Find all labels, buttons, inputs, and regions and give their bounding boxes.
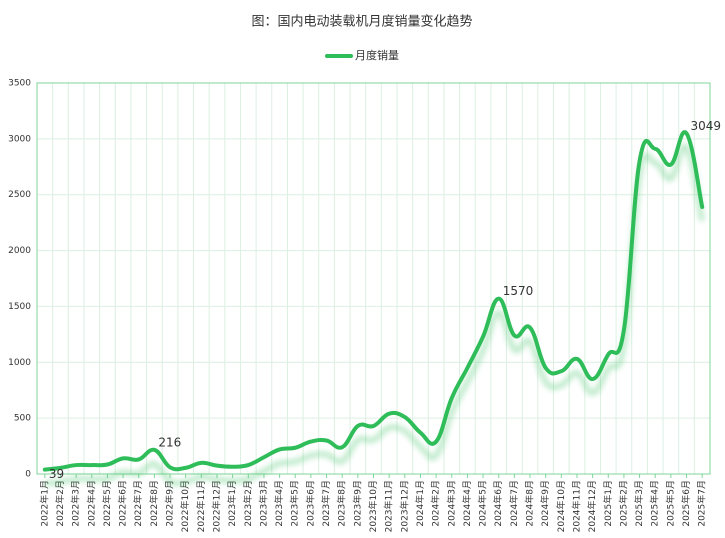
x-tick-label: 2023年3月 xyxy=(257,480,269,527)
x-tick-label: 2024年10月 xyxy=(555,480,567,532)
x-tick-label: 2024年1月 xyxy=(414,480,426,527)
x-tick-label: 2023年7月 xyxy=(320,480,332,527)
value-label: 1570 xyxy=(503,284,534,298)
x-tick-label: 2023年6月 xyxy=(304,480,316,527)
legend-label: 月度销量 xyxy=(355,48,399,62)
x-tick-label: 2022年12月 xyxy=(210,480,222,532)
x-tick-label: 2022年3月 xyxy=(70,480,82,527)
y-tick-label: 0 xyxy=(25,470,31,480)
value-label: 39 xyxy=(49,467,64,481)
y-tick-label: 2000 xyxy=(8,246,31,256)
y-tick-label: 1500 xyxy=(8,302,31,312)
y-tick-label: 3500 xyxy=(8,79,31,89)
x-tick-label: 2023年12月 xyxy=(398,480,410,532)
y-tick-label: 500 xyxy=(14,414,31,424)
x-tick-label: 2024年2月 xyxy=(430,480,442,527)
x-tick-label: 2024年11月 xyxy=(570,480,582,532)
x-tick-label: 2025年3月 xyxy=(633,480,645,527)
line-shadow xyxy=(44,143,705,487)
value-label: 3049 xyxy=(691,119,722,133)
x-tick-label: 2025年2月 xyxy=(617,480,629,527)
x-tick-label: 2023年9月 xyxy=(351,480,363,527)
x-tick-label: 2023年2月 xyxy=(242,480,254,527)
plot-border xyxy=(36,82,711,475)
x-tick-label: 2022年10月 xyxy=(179,480,191,532)
x-tick-label: 2022年11月 xyxy=(195,480,207,532)
x-tick-label: 2023年1月 xyxy=(226,480,238,527)
x-tick-label: 2022年8月 xyxy=(148,480,160,527)
x-tick-label: 2023年5月 xyxy=(289,480,301,527)
x-tick-label: 2023年11月 xyxy=(383,480,395,532)
x-tick-label: 2022年1月 xyxy=(38,480,50,527)
x-tick-label: 2024年12月 xyxy=(586,480,598,532)
x-tick-label: 2024年9月 xyxy=(539,480,551,527)
x-tick-label: 2022年5月 xyxy=(101,480,113,527)
chart-title: 图：国内电动装载机月度销量变化趋势 xyxy=(251,14,472,30)
x-tick-label: 2022年9月 xyxy=(164,480,176,527)
x-tick-label: 2022年6月 xyxy=(117,480,129,527)
x-tick-label: 2024年6月 xyxy=(492,480,504,527)
y-tick-label: 2500 xyxy=(8,190,31,200)
x-tick-label: 2022年2月 xyxy=(54,480,66,527)
x-tick-label: 2025年5月 xyxy=(664,480,676,527)
x-tick-label: 2025年6月 xyxy=(680,480,692,527)
x-tick-label: 2023年10月 xyxy=(367,480,379,532)
line xyxy=(42,130,705,472)
x-tick-label: 2023年4月 xyxy=(273,480,285,527)
x-tick-label: 2024年3月 xyxy=(445,480,457,527)
x-tick-label: 2025年7月 xyxy=(696,480,708,527)
line-shadow-path xyxy=(44,143,705,487)
x-tick-label: 2024年4月 xyxy=(461,480,473,527)
x-tick-label: 2024年8月 xyxy=(524,480,536,527)
x-tick-label: 2024年5月 xyxy=(477,480,489,527)
y-tick-label: 1000 xyxy=(8,358,31,368)
x-tick-label: 2022年7月 xyxy=(132,480,144,527)
x-tick-label: 2022年4月 xyxy=(85,480,97,527)
y-tick-label: 3000 xyxy=(8,134,31,144)
value-label: 216 xyxy=(158,435,181,449)
x-tick-label: 2023年8月 xyxy=(336,480,348,527)
x-tick-label: 2024年7月 xyxy=(508,480,520,527)
x-tick-label: 2025年4月 xyxy=(649,480,661,527)
x-tick-label: 2025年1月 xyxy=(602,480,614,527)
